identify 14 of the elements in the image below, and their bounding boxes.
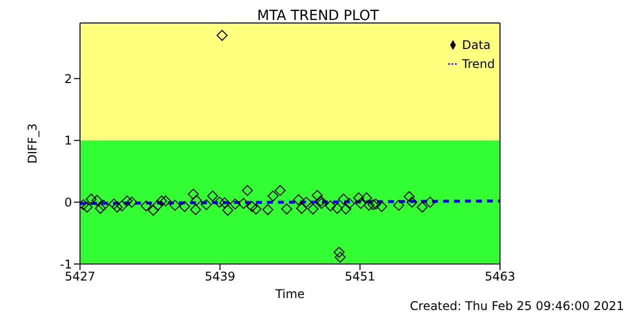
legend-label: Trend — [462, 57, 495, 71]
y-tick-label: 2 — [64, 72, 72, 86]
y-tick-label: 1 — [64, 134, 72, 148]
y-tick-label: -1 — [60, 257, 72, 272]
x-tick-label: 5439 — [204, 270, 236, 284]
text: Created: Thu Feb 25 09:46:00 2021 — [410, 299, 624, 313]
chart-title: MTA TREND PLOT — [257, 8, 380, 24]
x-tick-label: 5463 — [484, 270, 516, 284]
y-axis-title: DIFF_3 — [25, 123, 40, 164]
x-axis-title: Time — [274, 287, 305, 301]
x-tick-label: 5427 — [64, 270, 96, 284]
legend-label: Data — [462, 38, 491, 52]
y-tick-label: 0 — [64, 195, 72, 210]
x-tick-label: 5451 — [344, 270, 376, 284]
